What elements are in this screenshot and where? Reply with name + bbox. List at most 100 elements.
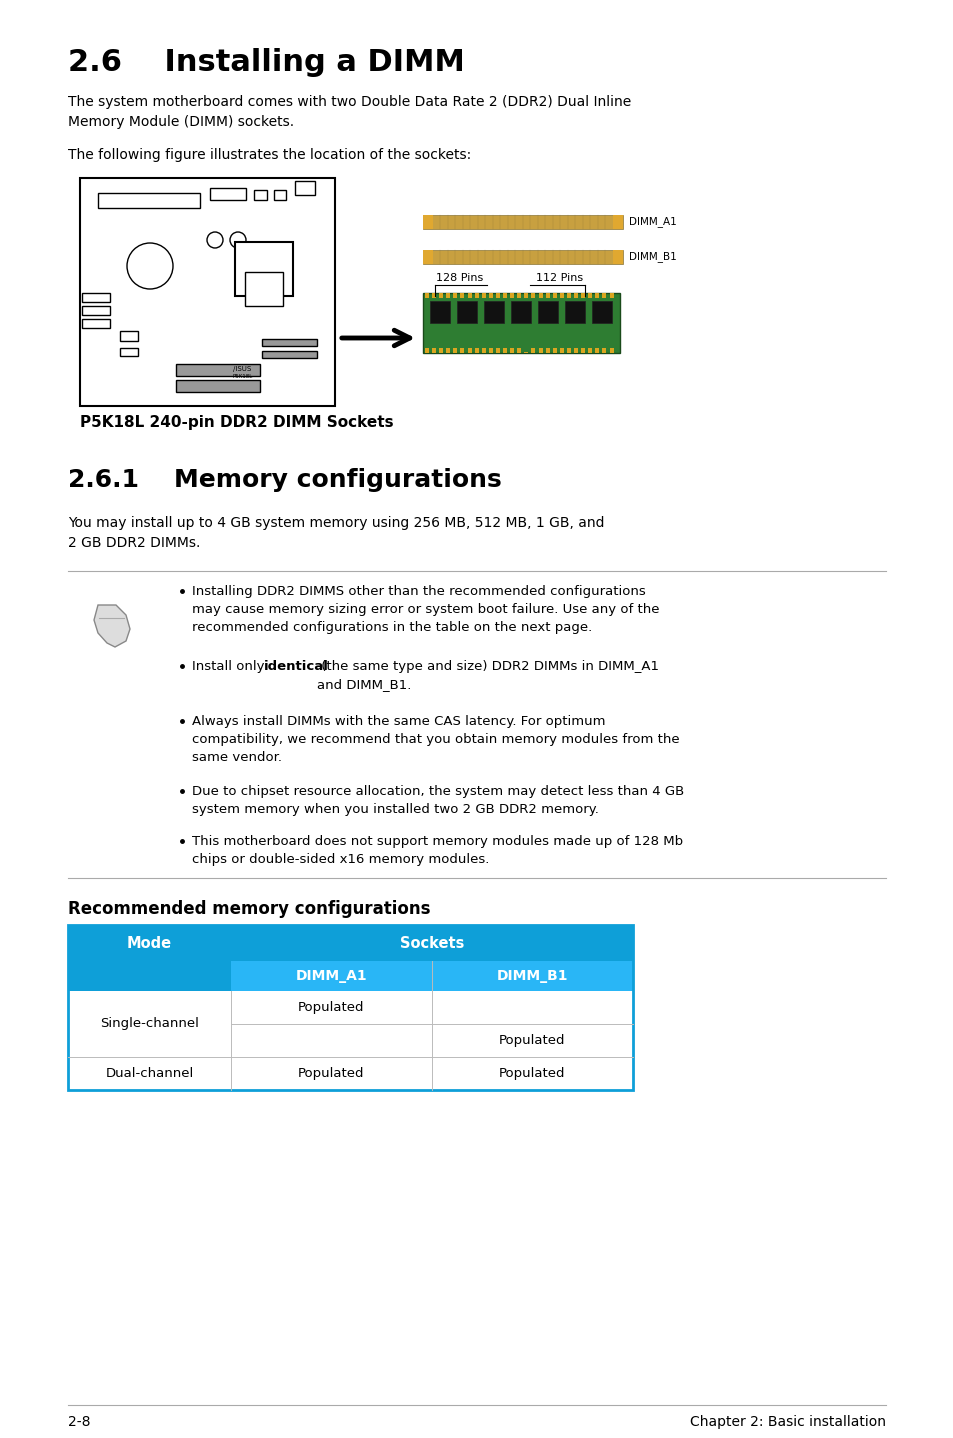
Bar — [613, 216, 622, 229]
Bar — [496, 293, 499, 298]
Text: Recommended memory configurations: Recommended memory configurations — [68, 900, 430, 917]
Text: DIMM_B1: DIMM_B1 — [628, 252, 676, 263]
Bar — [531, 348, 535, 352]
Circle shape — [230, 232, 246, 247]
Bar — [175, 364, 260, 375]
Bar — [609, 293, 613, 298]
Bar — [488, 293, 493, 298]
Bar — [481, 348, 485, 352]
Bar — [510, 293, 514, 298]
Text: 2.6    Installing a DIMM: 2.6 Installing a DIMM — [68, 47, 464, 78]
Bar — [424, 348, 429, 352]
Bar — [422, 216, 433, 229]
Text: Populated: Populated — [498, 1034, 565, 1047]
Bar — [430, 301, 450, 324]
Bar — [438, 348, 443, 352]
Bar — [580, 293, 584, 298]
Bar — [68, 991, 633, 1024]
Bar — [120, 348, 138, 357]
Text: identical: identical — [263, 660, 328, 673]
Bar — [68, 925, 633, 961]
Bar — [438, 293, 443, 298]
Bar — [552, 293, 557, 298]
Bar — [460, 348, 464, 352]
Bar — [510, 348, 514, 352]
Text: Due to chipset resource allocation, the system may detect less than 4 GB
system : Due to chipset resource allocation, the … — [192, 785, 683, 815]
Bar — [460, 293, 464, 298]
Bar — [467, 293, 471, 298]
Bar — [481, 293, 485, 298]
Bar — [566, 348, 571, 352]
Bar — [234, 242, 293, 296]
Bar — [82, 319, 110, 328]
Bar — [488, 348, 493, 352]
Bar — [422, 293, 619, 352]
Bar — [595, 293, 598, 298]
Text: Mode: Mode — [127, 936, 172, 951]
Bar — [453, 293, 456, 298]
Bar — [68, 1024, 633, 1057]
Bar — [68, 1057, 633, 1090]
Bar — [456, 301, 476, 324]
Bar — [588, 348, 592, 352]
Text: /ISUS: /ISUS — [233, 367, 251, 372]
Bar — [592, 301, 612, 324]
Bar — [422, 216, 622, 229]
Bar — [517, 348, 520, 352]
Bar — [602, 348, 606, 352]
Bar — [545, 348, 549, 352]
Text: 112 Pins: 112 Pins — [536, 273, 583, 283]
Text: The following figure illustrates the location of the sockets:: The following figure illustrates the loc… — [68, 148, 471, 162]
Bar — [609, 348, 613, 352]
Bar — [517, 293, 520, 298]
Bar — [262, 351, 316, 358]
Bar — [524, 348, 528, 352]
Text: Install only: Install only — [192, 660, 269, 673]
Text: The system motherboard comes with two Double Data Rate 2 (DDR2) Dual Inline
Memo: The system motherboard comes with two Do… — [68, 95, 631, 129]
Bar — [511, 301, 531, 324]
Bar — [80, 178, 335, 406]
Bar — [496, 348, 499, 352]
Bar — [68, 961, 633, 991]
Bar — [467, 348, 471, 352]
Bar — [424, 293, 429, 298]
Text: 2.6.1    Memory configurations: 2.6.1 Memory configurations — [68, 467, 501, 492]
Bar — [432, 348, 436, 352]
Bar — [253, 190, 267, 200]
Bar — [580, 348, 584, 352]
Bar — [559, 293, 563, 298]
Bar — [82, 306, 110, 315]
Bar — [422, 250, 622, 265]
Bar — [559, 348, 563, 352]
Bar — [502, 348, 507, 352]
Text: DIMM_A1: DIMM_A1 — [628, 217, 676, 227]
Text: Sockets: Sockets — [399, 936, 464, 951]
Bar — [545, 293, 549, 298]
Polygon shape — [94, 605, 130, 647]
Text: Installing DDR2 DIMMS other than the recommended configurations
may cause memory: Installing DDR2 DIMMS other than the rec… — [192, 585, 659, 634]
Bar — [566, 293, 571, 298]
Text: Single-channel: Single-channel — [100, 1018, 199, 1031]
Circle shape — [207, 232, 223, 247]
Bar — [68, 925, 633, 1090]
Bar — [175, 380, 260, 393]
Bar — [453, 348, 456, 352]
Text: 2-8: 2-8 — [68, 1415, 91, 1429]
Text: Dual-channel: Dual-channel — [105, 1067, 193, 1080]
Bar — [475, 293, 478, 298]
Text: 128 Pins: 128 Pins — [436, 273, 483, 283]
Bar — [262, 339, 316, 347]
Bar — [82, 293, 110, 302]
Text: You may install up to 4 GB system memory using 256 MB, 512 MB, 1 GB, and
2 GB DD: You may install up to 4 GB system memory… — [68, 516, 604, 551]
Bar — [98, 193, 200, 209]
Bar — [446, 293, 450, 298]
Text: This motherboard does not support memory modules made up of 128 Mb
chips or doub: This motherboard does not support memory… — [192, 835, 682, 866]
Bar — [210, 188, 246, 200]
Bar — [68, 961, 231, 991]
Bar — [564, 301, 584, 324]
Bar — [483, 301, 503, 324]
Bar — [602, 293, 606, 298]
Bar — [120, 331, 138, 341]
Bar — [294, 181, 314, 196]
Bar — [538, 348, 542, 352]
